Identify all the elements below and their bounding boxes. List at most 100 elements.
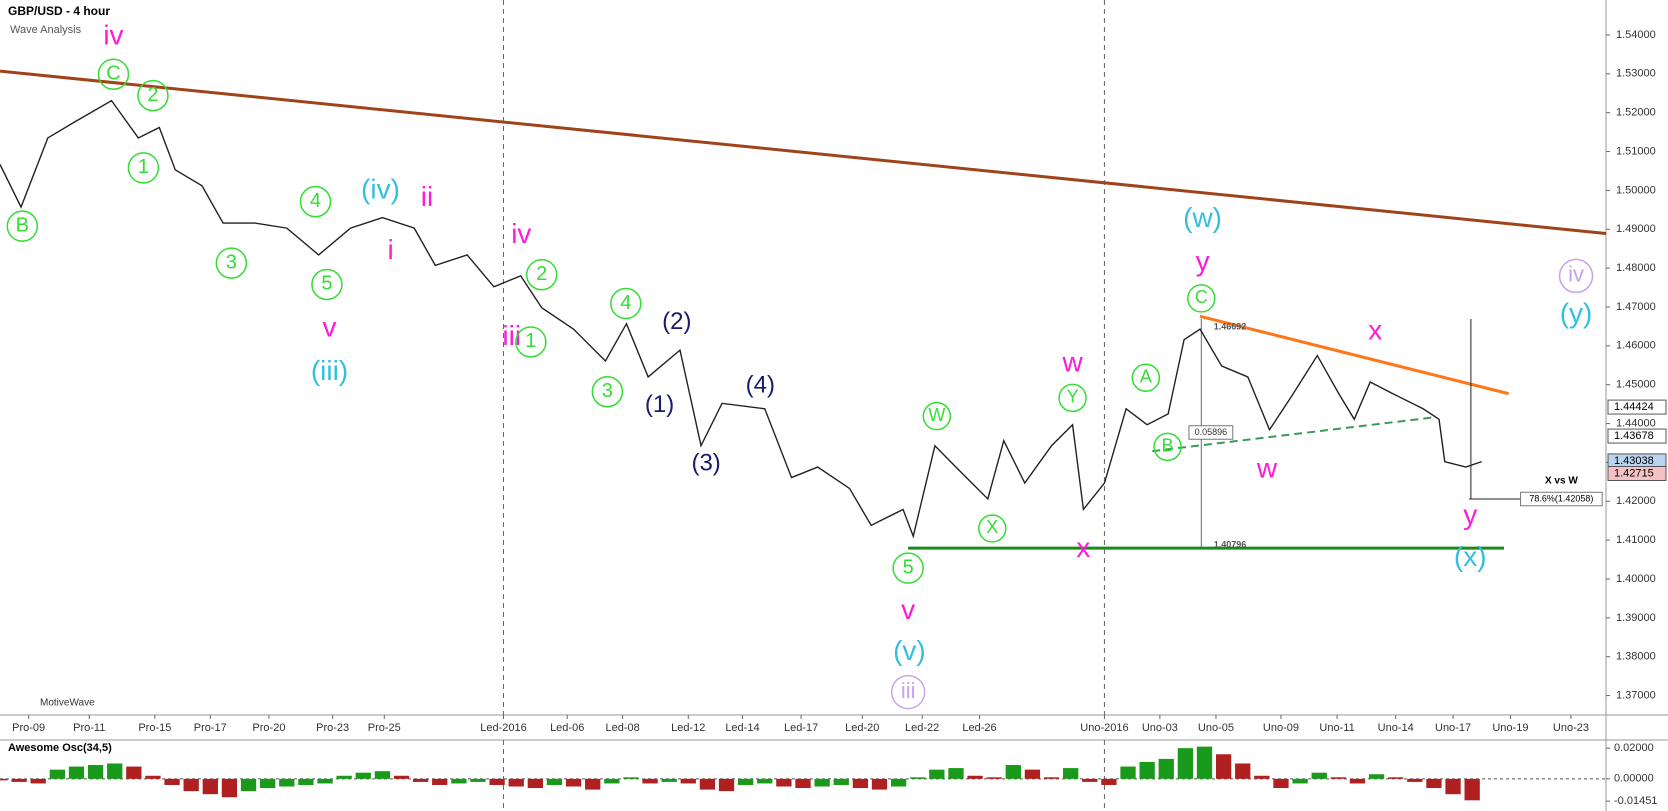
osc-bar [393, 775, 410, 779]
x-tick-label: Pro-23 [316, 722, 349, 734]
osc-bar [508, 778, 524, 787]
osc-bar [661, 778, 677, 782]
y-tick-label: 1.52000 [1616, 107, 1656, 119]
wave-label: (w) [1183, 202, 1222, 233]
wave-label: A [1140, 366, 1152, 386]
osc-bar [757, 778, 773, 784]
x-tick-label: Led-06 [550, 722, 584, 734]
osc-bar [585, 778, 601, 790]
osc-bar [451, 778, 467, 784]
osc-tick-label: -0.01451 [1614, 795, 1657, 807]
wave-label: (1) [645, 391, 674, 418]
osc-bar [1120, 766, 1136, 779]
wave-label: C [1195, 287, 1208, 307]
x-tick-label: Pro-25 [368, 722, 401, 734]
wave-circle [299, 185, 332, 218]
y-tick-label: 1.49000 [1616, 223, 1656, 235]
x-tick-label: Uno-14 [1378, 722, 1414, 734]
x-tick-label: Uno-11 [1319, 722, 1354, 734]
x-tick-label: Pro-20 [252, 722, 285, 734]
wave-label: 1.46692 [1214, 322, 1247, 332]
wave-label: (2) [662, 308, 691, 335]
osc-bar [1158, 758, 1174, 779]
osc-bar [527, 778, 543, 789]
x-tick-label: Uno-09 [1263, 722, 1299, 734]
osc-bar [489, 778, 505, 785]
osc-bar [776, 778, 792, 787]
osc-bar [412, 778, 429, 782]
wave-label: 1 [525, 330, 536, 352]
wave-label: y [1196, 245, 1210, 276]
osc-bar [967, 775, 983, 779]
osc-bar [565, 778, 582, 787]
y-tick-label: 1.46000 [1616, 340, 1656, 352]
wave-label: 1 [138, 156, 149, 178]
wave-label: W [928, 405, 945, 425]
wave-label: 5 [903, 556, 914, 578]
wave-label: Y [1067, 387, 1079, 407]
y-tick-label: 1.47000 [1616, 301, 1656, 313]
wave-circle [97, 58, 130, 90]
x-tick-label: Pro-15 [138, 722, 171, 734]
osc-bar [718, 778, 735, 792]
wave-label: 3 [602, 380, 613, 402]
price-tag-label: 1.42715 [1614, 467, 1654, 479]
x-tick-label: Led-17 [784, 722, 818, 734]
wave-label: iv [1568, 262, 1584, 287]
osc-bar [1292, 778, 1308, 784]
osc-bar [317, 778, 333, 784]
wave-circle [892, 552, 924, 584]
osc-bar [986, 777, 1002, 779]
wave-label: (x) [1454, 541, 1487, 572]
wave-label: iv [103, 19, 123, 50]
osc-bar [1139, 761, 1155, 779]
osc-bar [1388, 777, 1404, 779]
osc-bar [1024, 769, 1041, 779]
osc-bar [1368, 774, 1385, 779]
wave-circle [525, 258, 558, 291]
y-tick-label: 1.50000 [1616, 184, 1656, 196]
watermark: MotiveWave [40, 698, 95, 709]
wave-label: x [1076, 532, 1090, 563]
osc-bar [1082, 778, 1098, 782]
y-tick-label: 1.51000 [1616, 145, 1656, 157]
wave-label: i [388, 234, 394, 265]
osc-bar [164, 778, 180, 785]
osc-bar [0, 778, 8, 781]
wave-label: iii [901, 678, 916, 703]
x-tick-label: Pro-17 [194, 722, 227, 734]
wave-label: 2 [147, 84, 158, 106]
osc-tick-label: 0.00000 [1614, 773, 1654, 785]
wave-label: (3) [691, 449, 720, 476]
wave-label: iii [502, 320, 521, 351]
wave-label: v [901, 594, 915, 625]
note-box [1520, 491, 1603, 507]
y-tick-label: 1.44000 [1616, 417, 1656, 429]
price-tag [1607, 399, 1667, 415]
osc-bar [49, 769, 66, 779]
x-tick-label: Uno-2016 [1080, 722, 1128, 734]
wave-label: (y) [1560, 298, 1593, 329]
wave-circle [922, 401, 952, 431]
x-tick-label: Led-2016 [480, 722, 527, 734]
osc-bar [1464, 778, 1480, 801]
osc-bar [107, 763, 123, 779]
trend-line [1199, 314, 1509, 396]
y-tick-label: 1.40000 [1616, 573, 1656, 585]
osc-bar [737, 778, 754, 785]
wave-label: 4 [310, 190, 321, 212]
trend-line [0, 69, 1607, 236]
osc-bar [355, 772, 371, 779]
osc-bar [1215, 754, 1232, 779]
wave-label: X [986, 517, 998, 537]
x-tick-label: Led-26 [962, 722, 996, 734]
wave-label: w [1061, 346, 1083, 377]
osc-bar [929, 769, 945, 779]
wave-label: y [1463, 499, 1477, 530]
osc-bar [240, 778, 257, 792]
wave-label: (4) [746, 372, 775, 399]
osc-bar [336, 775, 352, 779]
price-tag [1607, 465, 1667, 481]
y-tick-label: 1.39000 [1616, 612, 1656, 624]
